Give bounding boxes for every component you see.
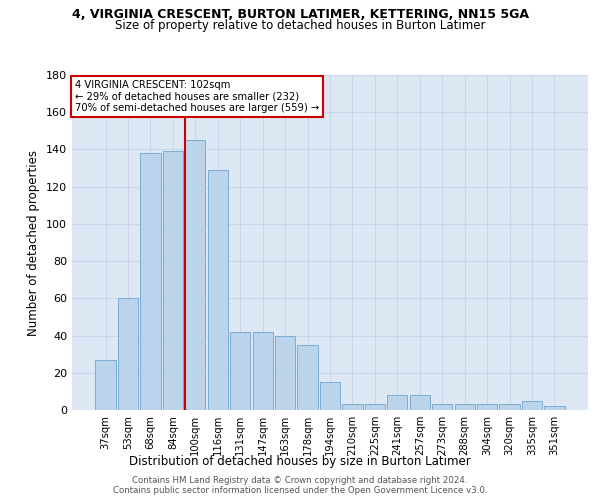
Bar bbox=[320, 382, 340, 410]
Text: Distribution of detached houses by size in Burton Latimer: Distribution of detached houses by size … bbox=[129, 454, 471, 468]
Text: Contains HM Land Registry data © Crown copyright and database right 2024.: Contains HM Land Registry data © Crown c… bbox=[132, 476, 468, 485]
Bar bbox=[185, 140, 205, 410]
Bar bbox=[365, 404, 385, 410]
Bar bbox=[455, 404, 475, 410]
Text: 4 VIRGINIA CRESCENT: 102sqm
← 29% of detached houses are smaller (232)
70% of se: 4 VIRGINIA CRESCENT: 102sqm ← 29% of det… bbox=[74, 80, 319, 113]
Bar bbox=[387, 395, 407, 410]
Bar bbox=[118, 298, 138, 410]
Bar bbox=[95, 360, 116, 410]
Bar bbox=[477, 404, 497, 410]
Bar bbox=[432, 404, 452, 410]
Bar bbox=[343, 404, 362, 410]
Bar bbox=[253, 332, 273, 410]
Bar bbox=[275, 336, 295, 410]
Y-axis label: Number of detached properties: Number of detached properties bbox=[28, 150, 40, 336]
Bar bbox=[544, 406, 565, 410]
Bar bbox=[522, 400, 542, 410]
Bar bbox=[410, 395, 430, 410]
Bar bbox=[140, 153, 161, 410]
Bar bbox=[163, 152, 183, 410]
Bar bbox=[298, 345, 317, 410]
Text: Contains public sector information licensed under the Open Government Licence v3: Contains public sector information licen… bbox=[113, 486, 487, 495]
Text: 4, VIRGINIA CRESCENT, BURTON LATIMER, KETTERING, NN15 5GA: 4, VIRGINIA CRESCENT, BURTON LATIMER, KE… bbox=[71, 8, 529, 20]
Bar bbox=[230, 332, 250, 410]
Bar bbox=[208, 170, 228, 410]
Text: Size of property relative to detached houses in Burton Latimer: Size of property relative to detached ho… bbox=[115, 18, 485, 32]
Bar bbox=[499, 404, 520, 410]
